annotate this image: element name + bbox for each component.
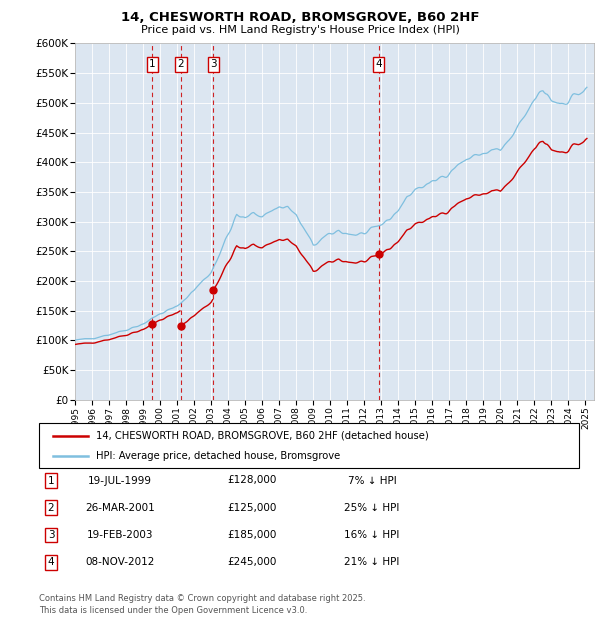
Text: 08-NOV-2012: 08-NOV-2012	[85, 557, 155, 567]
Text: 14, CHESWORTH ROAD, BROMSGROVE, B60 2HF (detached house): 14, CHESWORTH ROAD, BROMSGROVE, B60 2HF …	[96, 431, 428, 441]
Text: Price paid vs. HM Land Registry's House Price Index (HPI): Price paid vs. HM Land Registry's House …	[140, 25, 460, 35]
Text: 3: 3	[210, 60, 217, 69]
Text: 3: 3	[47, 530, 55, 540]
Text: HPI: Average price, detached house, Bromsgrove: HPI: Average price, detached house, Brom…	[96, 451, 340, 461]
Text: 21% ↓ HPI: 21% ↓ HPI	[344, 557, 400, 567]
Text: 2: 2	[178, 60, 184, 69]
Text: £125,000: £125,000	[227, 503, 277, 513]
Text: 26-MAR-2001: 26-MAR-2001	[85, 503, 155, 513]
Text: £185,000: £185,000	[227, 530, 277, 540]
Text: 4: 4	[376, 60, 382, 69]
Text: 1: 1	[47, 476, 55, 485]
Text: 16% ↓ HPI: 16% ↓ HPI	[344, 530, 400, 540]
Text: £245,000: £245,000	[227, 557, 277, 567]
Text: 25% ↓ HPI: 25% ↓ HPI	[344, 503, 400, 513]
Text: 19-JUL-1999: 19-JUL-1999	[88, 476, 152, 485]
Text: 4: 4	[47, 557, 55, 567]
Text: 14, CHESWORTH ROAD, BROMSGROVE, B60 2HF: 14, CHESWORTH ROAD, BROMSGROVE, B60 2HF	[121, 11, 479, 24]
Text: 1: 1	[149, 60, 155, 69]
Text: 2: 2	[47, 503, 55, 513]
Text: Contains HM Land Registry data © Crown copyright and database right 2025.
This d: Contains HM Land Registry data © Crown c…	[39, 594, 365, 615]
Text: £128,000: £128,000	[227, 476, 277, 485]
Text: 19-FEB-2003: 19-FEB-2003	[87, 530, 153, 540]
Text: 7% ↓ HPI: 7% ↓ HPI	[347, 476, 397, 485]
